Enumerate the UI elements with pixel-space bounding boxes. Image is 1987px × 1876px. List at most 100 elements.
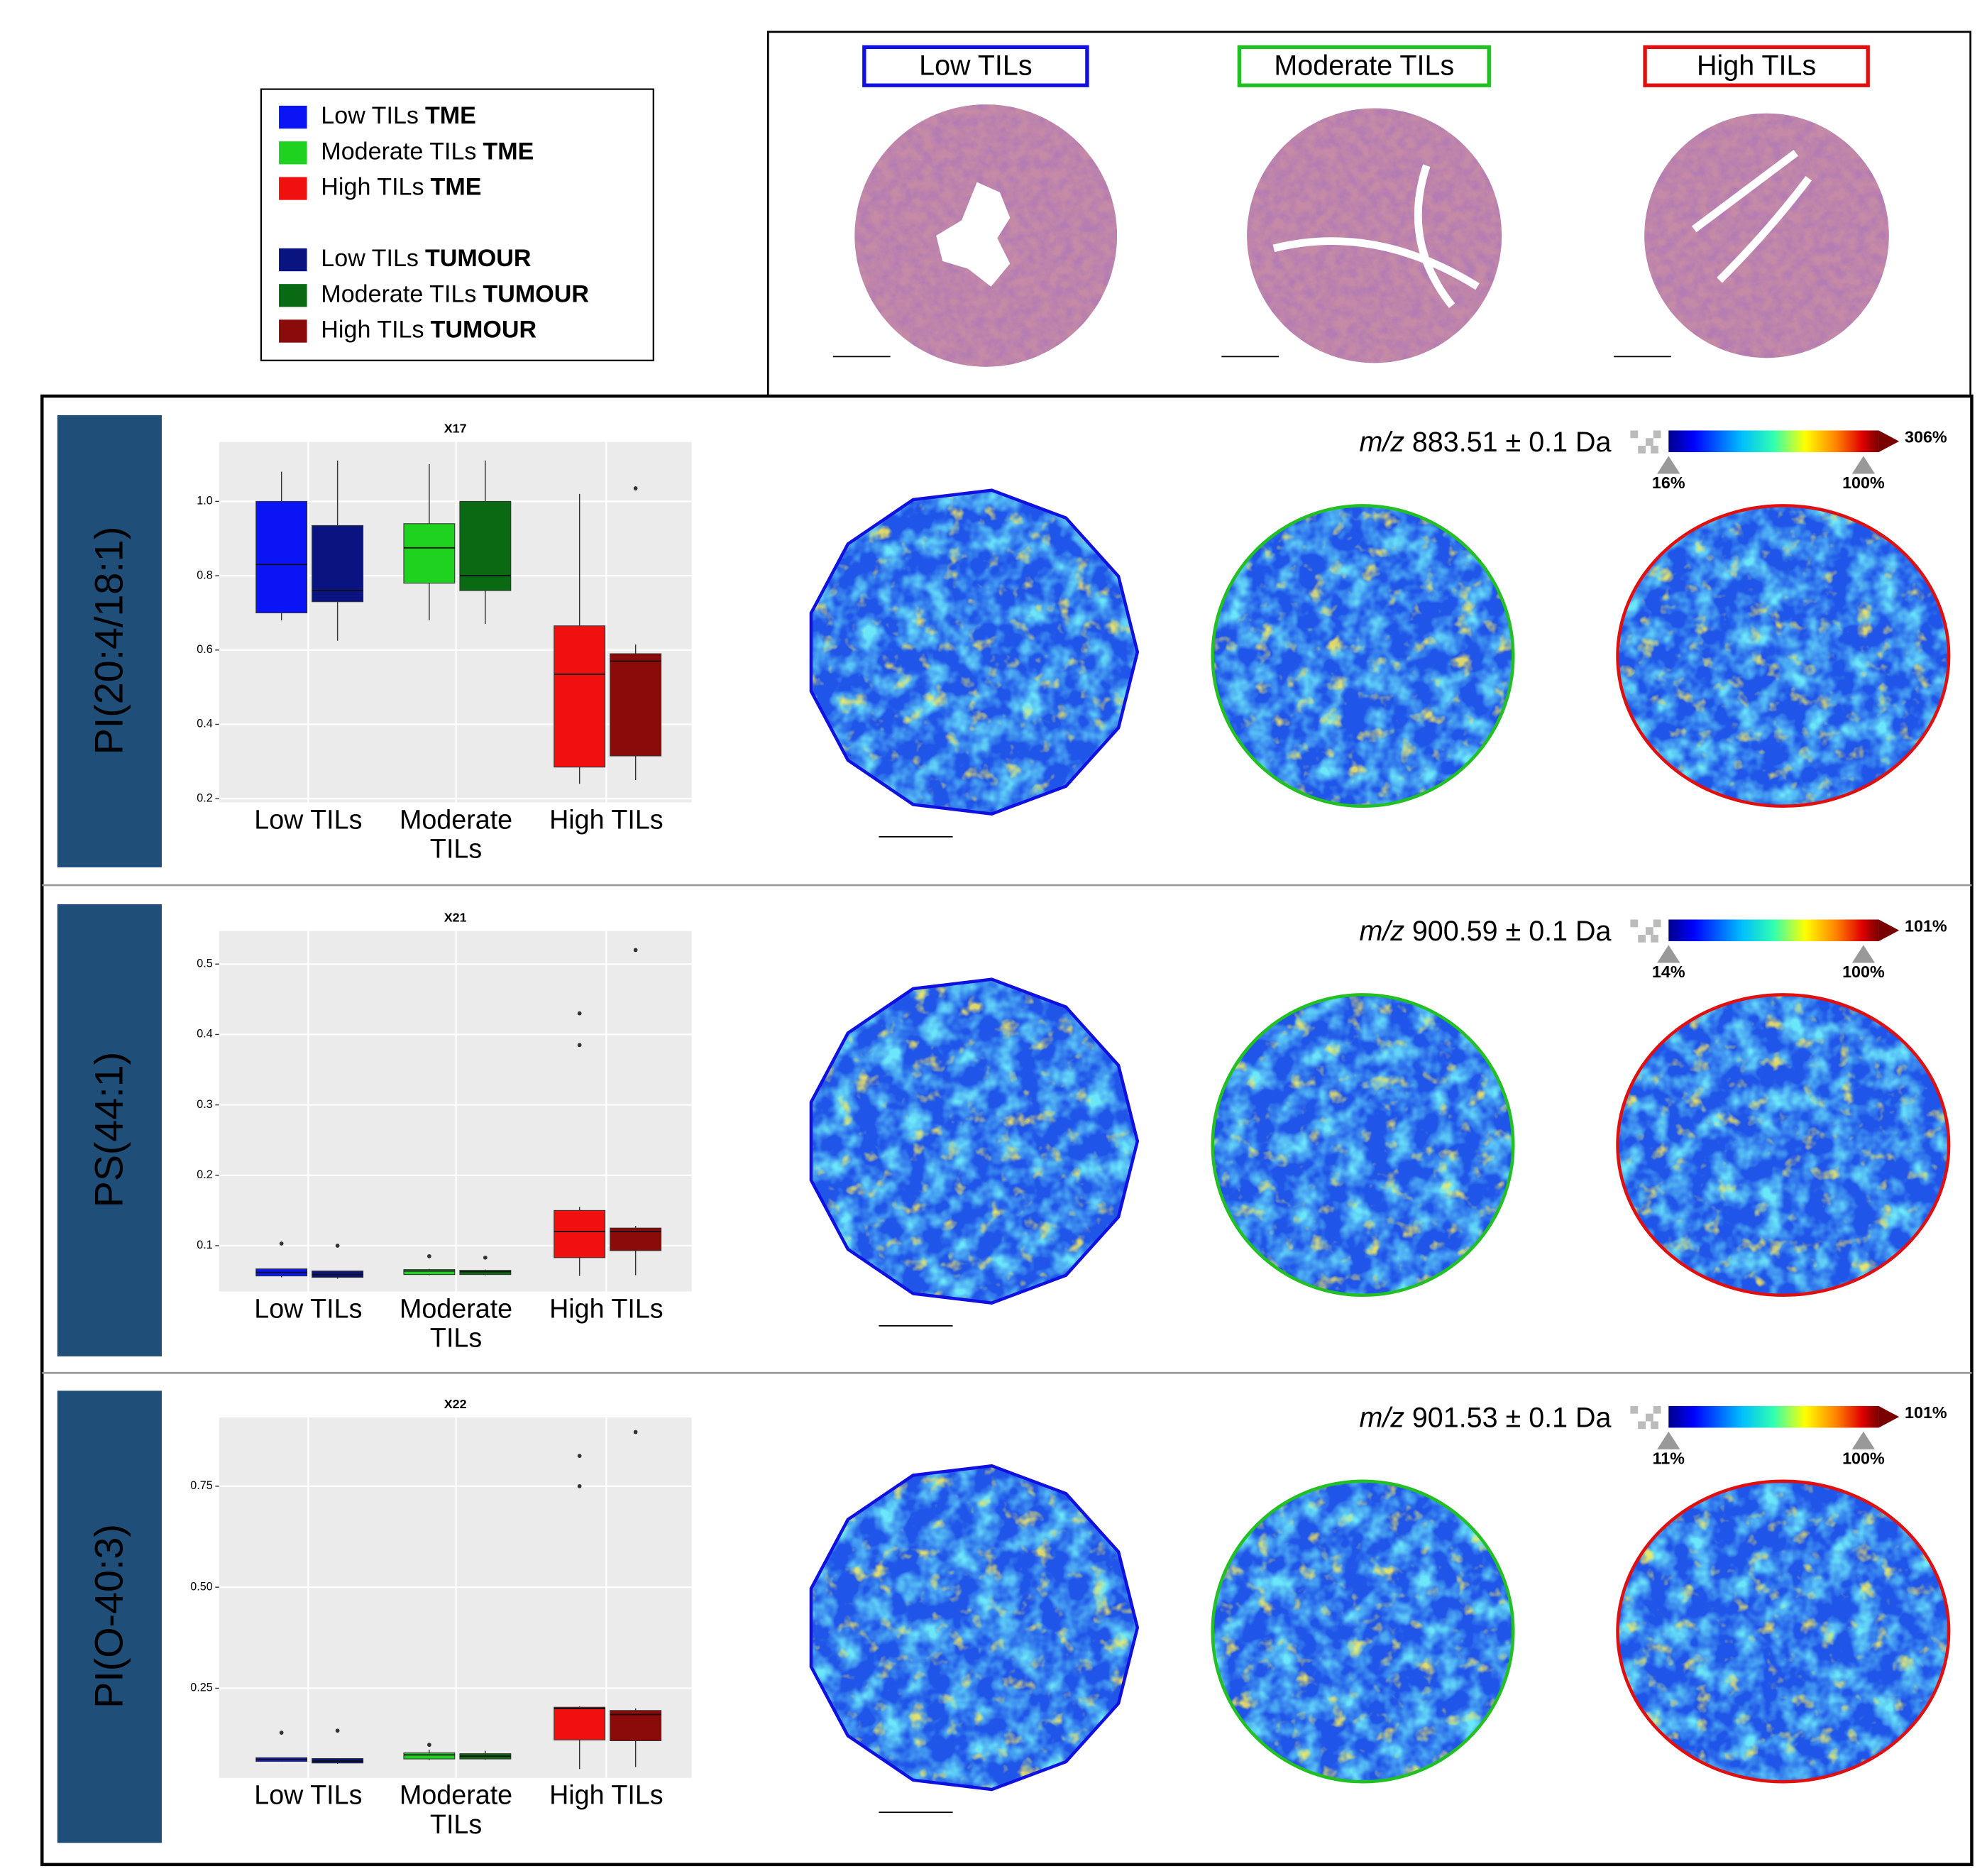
legend-label: Moderate TILs TME [321, 138, 534, 165]
legend-label-text: High TILs [321, 174, 424, 201]
checker [1645, 438, 1653, 446]
legend-label-group: TME [425, 102, 476, 129]
main-frame [40, 394, 1974, 1867]
msi-hot [1617, 1481, 1949, 1782]
row-label: PS(44:1) [87, 1052, 131, 1207]
colorbar-slider [1657, 456, 1680, 474]
checker [1630, 430, 1639, 439]
checker [1638, 446, 1646, 454]
histology-label: Moderate TILs [1274, 50, 1454, 82]
box [403, 523, 456, 584]
mz-label: m/z 900.59 ± 0.1 Da [1360, 916, 1612, 948]
legend-label-text: Low TILs [321, 245, 419, 272]
histology-label-box [862, 45, 1089, 87]
outlier [633, 1430, 638, 1435]
row-label: PI(O-40:3) [87, 1524, 131, 1708]
legend-label-group: TME [431, 174, 482, 201]
legend-label-group: TUMOUR [431, 317, 537, 344]
msi-outline [809, 977, 1140, 1305]
y-tick-label: 1.0 [197, 495, 212, 508]
checker [1651, 446, 1658, 454]
box [255, 500, 308, 613]
colorbar-max: 101% [1905, 1403, 1947, 1422]
msi-hot [1617, 994, 1949, 1295]
box [459, 500, 512, 591]
msi-hot [1212, 505, 1514, 806]
checker [1653, 1405, 1661, 1414]
colorbar-slider [1657, 945, 1680, 963]
colorbar [1668, 1405, 1879, 1428]
colorbar-arrow [1878, 919, 1900, 941]
legend-label: Moderate TILs TUMOUR [321, 280, 589, 307]
colorbar-slider [1851, 945, 1876, 963]
legend-label-group: TUMOUR [425, 245, 532, 272]
y-tick-label: 0.4 [197, 718, 212, 730]
outlier [483, 1255, 488, 1260]
box [554, 1706, 606, 1740]
box [403, 1752, 456, 1760]
outlier [633, 486, 638, 490]
row-label-box [57, 904, 162, 1356]
outlier [279, 1241, 284, 1246]
y-tick-label: 0.8 [197, 569, 212, 581]
outlier [427, 1743, 431, 1748]
legend-label: Low TILs TUMOUR [321, 245, 531, 272]
outlier [335, 1244, 340, 1248]
msi-hot [810, 490, 1138, 814]
legend-swatch [279, 284, 307, 307]
x-tick-label: High TILs [549, 804, 664, 834]
checker [1645, 1413, 1653, 1422]
colorbar-max: 306% [1905, 427, 1947, 446]
colorbar-slider [1851, 1431, 1876, 1449]
mz-label: m/z 883.51 ± 0.1 Da [1360, 427, 1612, 459]
y-tick-label: 0.50 [190, 1580, 212, 1593]
box [312, 525, 364, 603]
msi-hot [1212, 1481, 1514, 1782]
legend-label: Low TILs TME [321, 102, 476, 129]
y-tick-label: 0.4 [197, 1028, 212, 1041]
row-label-box [57, 1390, 162, 1843]
colorbar [1668, 430, 1879, 452]
box [403, 1269, 456, 1276]
y-tick-label: 0.6 [197, 643, 212, 656]
colorbar-slider [1657, 1431, 1680, 1449]
x-tick-label: High TILs [549, 1293, 664, 1323]
legend-label: High TILs TME [321, 174, 481, 201]
outlier [577, 1011, 582, 1016]
mz-prefix: m/z [1360, 1403, 1405, 1434]
colorbar-tick-label: 11% [1653, 1449, 1685, 1467]
msi-hot [1617, 505, 1949, 806]
legend-box [260, 88, 654, 361]
x-tick-label: Low TILs [254, 1293, 362, 1323]
x-tick-label: Moderate TILs [400, 804, 512, 863]
legend-swatch [279, 141, 307, 165]
mz-prefix: m/z [1360, 916, 1405, 948]
x-tick-label-line: Moderate [400, 1780, 512, 1810]
box [610, 1710, 662, 1742]
mz-text: 883.51 ± 0.1 Da [1412, 427, 1612, 459]
mz-text: 901.53 ± 0.1 Da [1412, 1403, 1612, 1434]
y-tick-label: 0.3 [197, 1098, 212, 1111]
colorbar-tick-label: 100% [1842, 1449, 1885, 1467]
histology-label-box [1643, 45, 1870, 87]
msi-outline [809, 488, 1140, 816]
box [610, 653, 662, 757]
mz-prefix: m/z [1360, 427, 1405, 459]
histology-texture [1247, 108, 1502, 363]
x-tick-label-line: TILs [430, 1809, 482, 1839]
x-tick-label: Moderate TILs [400, 1780, 512, 1839]
tissue-gap [1272, 150, 1812, 308]
chart-title: X21 [444, 910, 467, 924]
legend-swatch [279, 105, 307, 129]
tissue-hole [936, 182, 1011, 287]
outlier [633, 948, 638, 953]
colorbar-arrow [1878, 1405, 1900, 1428]
mz-label: m/z 901.53 ± 0.1 Da [1360, 1403, 1612, 1434]
y-tick-label: 0.25 [190, 1682, 212, 1694]
x-tick-label-line: TILs [430, 1323, 482, 1353]
msi-outline [1616, 504, 1951, 808]
legend-swatch [279, 248, 307, 272]
outlier [577, 1454, 582, 1459]
